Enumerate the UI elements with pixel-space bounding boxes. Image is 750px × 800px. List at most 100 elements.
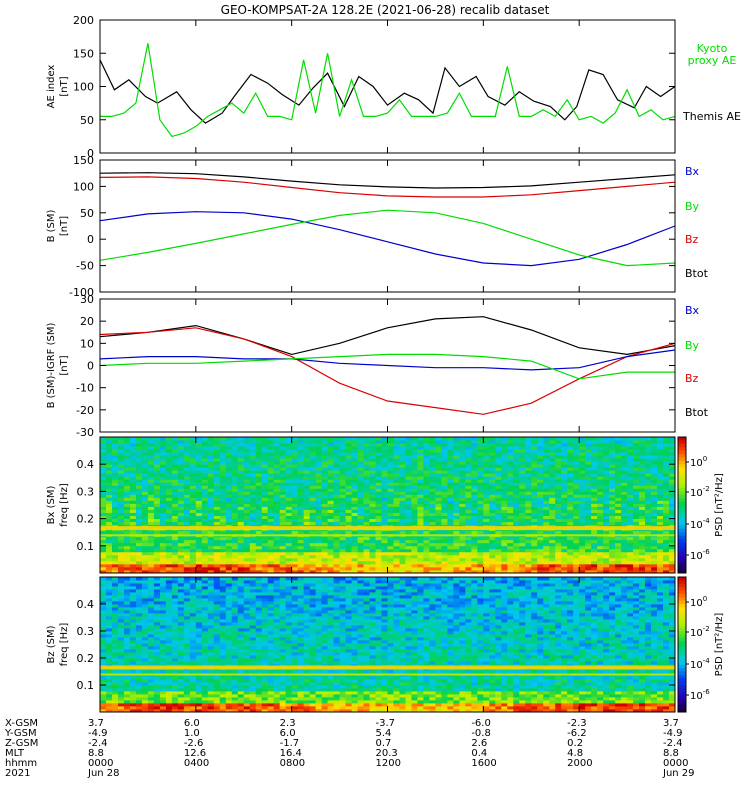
spectrogram-cell: [100, 580, 107, 584]
spectrogram-cell: [369, 554, 376, 559]
spectrogram-cell: [633, 569, 640, 574]
spectrogram-cell: [561, 500, 568, 504]
spectrogram-cell: [633, 488, 640, 492]
spectrogram-cell: [357, 542, 364, 547]
spectrogram-cell: [411, 530, 418, 535]
spectrogram-cell: [351, 515, 358, 519]
spectrogram-cell: [243, 488, 251, 492]
spectrogram-cell: [273, 482, 281, 486]
spectrogram-cell: [513, 551, 520, 556]
spectrogram-cell: [627, 566, 634, 571]
spectrogram-cell: [201, 470, 209, 474]
colorbar-swatch: [678, 481, 686, 486]
colorbar-frame: [677, 436, 687, 574]
spectrogram-cell: [321, 485, 328, 489]
spectrogram-cell: [123, 536, 131, 541]
spectrogram-cell: [111, 679, 119, 683]
spectrogram-cell: [153, 658, 161, 662]
spectrogram-cell: [201, 569, 209, 574]
spectrogram-cell: [411, 512, 418, 516]
spectrogram-cell: [147, 601, 155, 605]
spectrogram-cell: [111, 676, 119, 680]
spectrogram-cell: [249, 542, 257, 547]
spectrogram-cell: [219, 440, 227, 444]
spectrogram-cell: [147, 560, 155, 565]
spectrogram-cell: [417, 452, 424, 456]
spectrogram-cell: [297, 512, 305, 516]
spectrogram-cell: [100, 586, 107, 590]
spectrogram-cell: [183, 512, 191, 516]
spectrogram-cell: [315, 440, 323, 444]
spectrogram-cell: [447, 491, 454, 495]
spectrogram-cell: [159, 563, 167, 568]
spectrogram-cell: [591, 455, 598, 459]
spectrogram-cell: [381, 563, 388, 568]
spectrogram-cell: [129, 476, 137, 480]
spectrogram-cell: [111, 491, 119, 495]
spectrogram-cell: [489, 443, 496, 447]
spectrogram-cell: [411, 491, 418, 495]
spectrogram-cell: [453, 473, 460, 477]
spectrogram-cell: [105, 494, 113, 498]
spectrogram-cell: [591, 497, 598, 501]
spectrogram-cell: [369, 467, 376, 471]
spectrogram-cell: [117, 601, 125, 605]
spectrogram-cell: [375, 530, 382, 535]
spectrogram-cell: [135, 482, 143, 486]
spectrogram-cell: [627, 479, 634, 483]
spectrogram-cell: [123, 494, 131, 498]
spectrogram-cell: [141, 536, 149, 541]
spectrogram-cell: [537, 479, 544, 483]
spectrogram-cell: [387, 530, 394, 535]
spectrogram-cell: [465, 560, 472, 565]
spectrogram-cell: [465, 443, 472, 447]
spectrogram-cell: [639, 464, 646, 468]
spectrogram-cell: [567, 446, 574, 450]
spectrogram-cell: [153, 446, 161, 450]
spectrogram-cell: [195, 479, 203, 483]
spectrogram-cell: [453, 440, 460, 444]
spectrogram-cell: [567, 491, 574, 495]
spectrogram-cell: [555, 488, 562, 492]
spectrogram-cell: [537, 461, 544, 465]
spectrogram-cell: [597, 470, 604, 474]
spectrogram-cell: [483, 539, 490, 544]
spectrogram-cell: [321, 491, 328, 495]
spectrogram-cell: [417, 548, 424, 553]
spectrogram-cell: [183, 485, 191, 489]
spectrogram-cell: [303, 440, 311, 444]
spectrogram-cell: [231, 497, 239, 501]
spectrogram-cell: [279, 470, 287, 474]
spectrogram-cell: [555, 458, 562, 462]
spectrogram-cell: [255, 536, 263, 541]
spectrogram-cell: [165, 470, 173, 474]
spectrogram-cell: [429, 506, 436, 510]
spectrogram-cell: [357, 518, 364, 523]
spectrogram-cell: [105, 479, 113, 483]
spectrogram-cell: [585, 494, 592, 498]
spectrogram-cell: [219, 446, 227, 450]
spectrogram-cell: [537, 440, 544, 444]
spectrogram-cell: [561, 476, 568, 480]
spectrogram-cell: [189, 488, 197, 492]
spectrogram-cell: [195, 467, 203, 471]
spectrogram-cell: [657, 491, 664, 495]
spectrogram-cell: [651, 503, 658, 507]
spectrogram-cell: [279, 569, 287, 574]
spectrogram-cell: [291, 536, 299, 541]
spectrogram-cell: [357, 509, 364, 513]
spectrogram-cell: [465, 482, 472, 486]
spectrogram-cell: [189, 518, 197, 523]
spectrogram-cell: [261, 521, 269, 526]
spectrogram-cell: [285, 482, 293, 486]
spectrogram-cell: [363, 557, 370, 562]
spectrogram-cell: [603, 452, 610, 456]
spectrogram-cell: [141, 589, 149, 593]
spectrogram-cell: [100, 518, 107, 523]
spectrogram-cell: [381, 455, 388, 459]
spectrogram-cell: [531, 446, 538, 450]
spectrogram-cell: [405, 542, 412, 547]
spectrogram-cell: [381, 506, 388, 510]
spectrogram-cell: [363, 488, 370, 492]
spectrogram-cell: [100, 566, 107, 571]
